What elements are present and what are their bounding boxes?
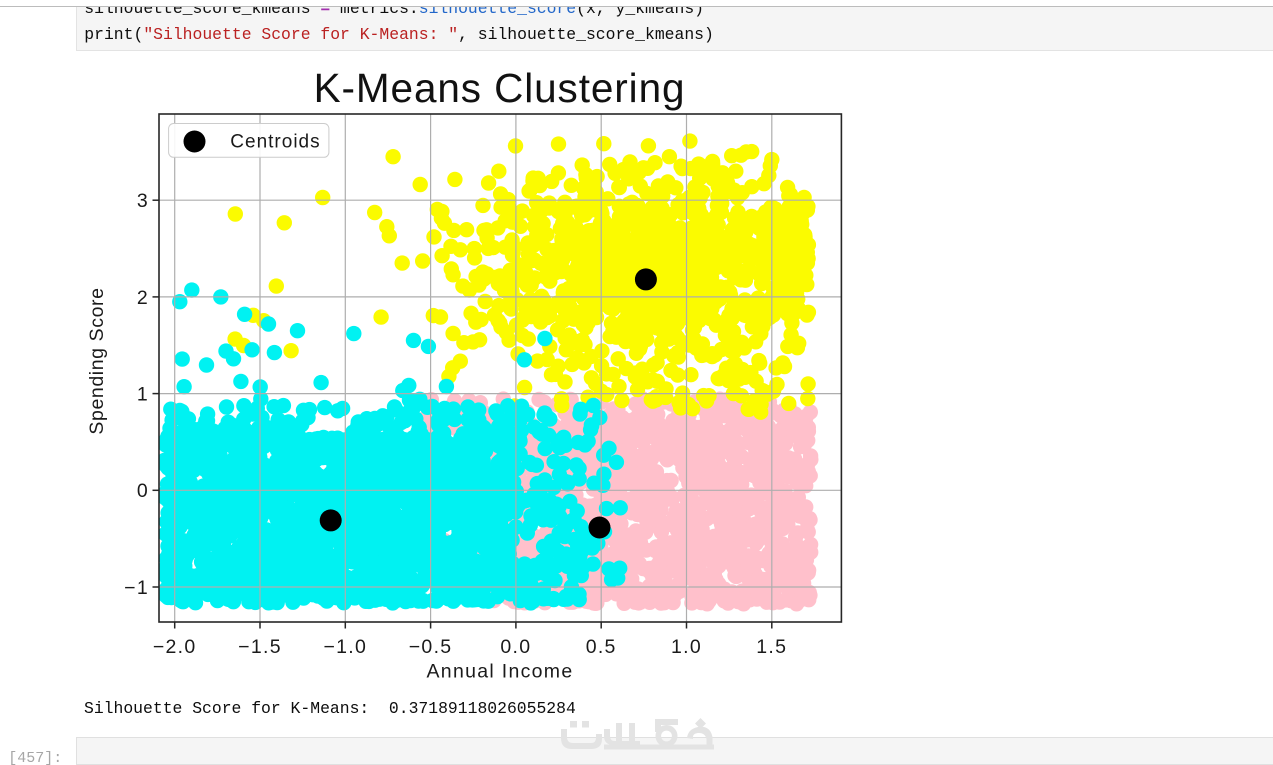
svg-text:K-Means Clustering: K-Means Clustering xyxy=(314,65,686,111)
